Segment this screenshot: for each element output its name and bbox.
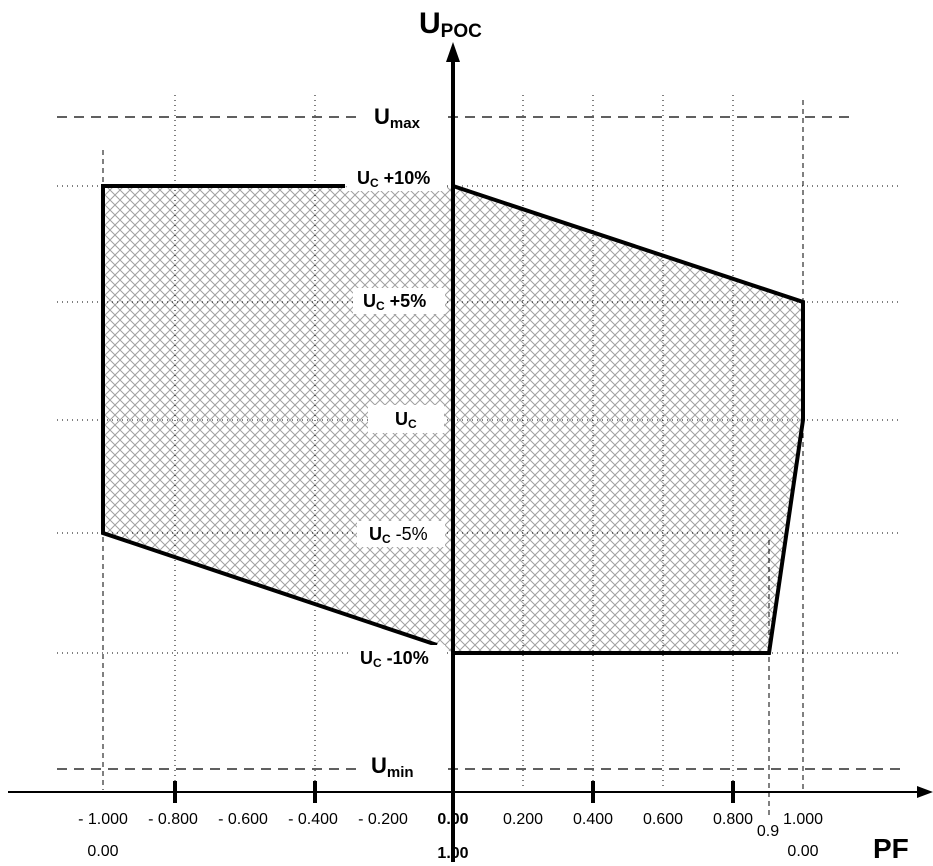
x-tick-label-pf: 0.00 bbox=[87, 843, 118, 860]
x-tick-label: 0.800 bbox=[713, 811, 753, 828]
umin-label-bg bbox=[357, 752, 441, 782]
umax-label-bg bbox=[357, 103, 441, 131]
x-tick-label: 0.600 bbox=[643, 811, 683, 828]
x-tick-label: - 0.400 bbox=[288, 811, 338, 828]
x-tick-label-pf: 0.9 bbox=[757, 823, 779, 840]
x-tick-label-pf: 0.00 bbox=[787, 843, 818, 860]
uc-m5-label-bg bbox=[357, 521, 445, 547]
uc-m5-label: UC -5% bbox=[369, 524, 428, 546]
region-boundary-right bbox=[452, 184, 805, 655]
uc-p5-label: UC +5% bbox=[363, 291, 426, 313]
x-axis-ticks bbox=[173, 781, 735, 803]
x-tick-label: - 0.800 bbox=[148, 811, 198, 828]
uc-p10-label: UC +10% bbox=[357, 168, 430, 190]
uc-m10-label: UC -10% bbox=[360, 648, 429, 670]
umin-label: Umin bbox=[371, 753, 414, 781]
x-tick-labels-bottom: 0.00 1.00 0.9 0.00 bbox=[87, 823, 818, 862]
y-axis-title: UPOC bbox=[419, 7, 482, 42]
x-tick-label-pf: 1.00 bbox=[437, 845, 468, 862]
uc-label-bg bbox=[368, 405, 444, 433]
x-tick-label: - 0.200 bbox=[358, 811, 408, 828]
uc-p10-label-bg bbox=[347, 165, 447, 191]
y-axis-arrow bbox=[446, 42, 460, 62]
x-tick-label: 0.00 bbox=[437, 811, 468, 828]
x-tick-label: 0.200 bbox=[503, 811, 543, 828]
x-tick-labels-top: - 1.000 - 0.800 - 0.600 - 0.400 - 0.200 … bbox=[78, 811, 823, 828]
uc-m10-label-bg bbox=[352, 645, 445, 671]
umax-label: Umax bbox=[374, 104, 421, 132]
uc-p5-label-bg bbox=[353, 288, 445, 314]
x-tick-label: 0.400 bbox=[573, 811, 613, 828]
x-axis-title: PF bbox=[873, 833, 909, 864]
uc-label: UC bbox=[395, 409, 417, 431]
x-tick-label: - 0.600 bbox=[218, 811, 268, 828]
x-axis-arrow bbox=[917, 786, 933, 798]
region-boundary bbox=[101, 184, 438, 647]
x-tick-label: 1.000 bbox=[783, 811, 823, 828]
x-tick-label: - 1.000 bbox=[78, 811, 128, 828]
